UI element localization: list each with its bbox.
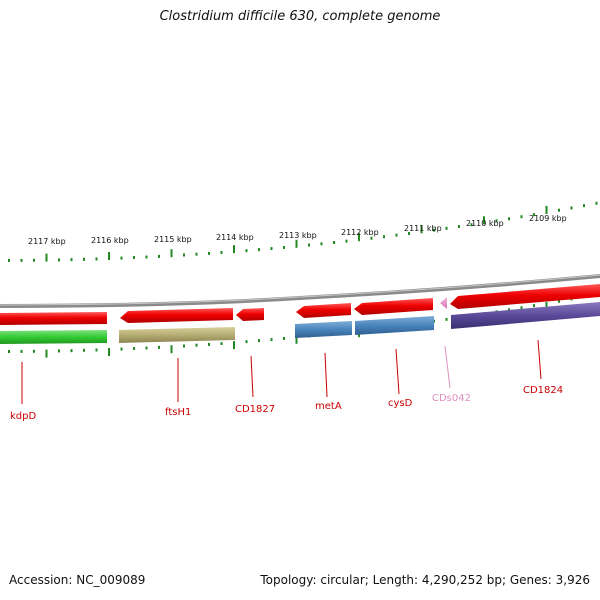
scale-label-2116: 2116 kbp — [91, 236, 129, 245]
gene-label-cd1827[interactable]: CD1827 — [235, 404, 275, 415]
cds042-leader — [444, 345, 451, 389]
cds-arrow[interactable] — [450, 284, 600, 309]
scale-label-2109: 2109 kbp — [529, 214, 567, 223]
cds-forward-strand — [0, 284, 600, 325]
cds-reverse-strand — [0, 302, 600, 344]
accession-text: Accession: NC_009089 — [9, 573, 146, 587]
map-title: Clostridium difficile 630, complete geno… — [159, 9, 441, 24]
cds-arrow[interactable] — [354, 298, 433, 315]
cd1827-leader — [250, 355, 254, 398]
cd1824-gene[interactable] — [451, 302, 600, 329]
gene-label-cysd[interactable]: cysD — [388, 398, 413, 409]
scale-label-2114: 2114 kbp — [216, 233, 254, 242]
cds-arrow[interactable] — [236, 308, 264, 321]
outer-scale-ticks — [8, 201, 598, 262]
genome-summary-text: Topology: circular; Length: 4,290,252 bp… — [260, 573, 590, 587]
scale-label-2117: 2117 kbp — [28, 237, 66, 246]
scale-label-2112: 2112 kbp — [341, 228, 379, 237]
scale-label-2111: 2111 kbp — [404, 224, 442, 233]
cds-arrow[interactable] — [440, 297, 447, 309]
scale-label-2110: 2110 kbp — [466, 219, 504, 228]
kdpd-gene[interactable] — [0, 330, 107, 344]
gene-label-cds042[interactable]: CDs042 — [432, 393, 471, 404]
gene-label-meta[interactable]: metA — [315, 401, 342, 412]
scale-label-2115: 2115 kbp — [154, 235, 192, 244]
meta-gene[interactable] — [295, 321, 352, 338]
cds-arrow[interactable] — [296, 303, 351, 318]
scale-label-2113: 2113 kbp — [279, 231, 317, 240]
gene-label-cd1824[interactable]: CD1824 — [523, 385, 563, 396]
cds-arrow[interactable] — [0, 312, 107, 325]
gene-label-kdpd[interactable]: kdpD — [10, 411, 36, 422]
cds-arrow[interactable] — [120, 308, 233, 323]
ftsh1-gene[interactable] — [119, 327, 235, 343]
meta-leader — [324, 352, 328, 398]
cysd-gene[interactable] — [355, 316, 434, 335]
cd1824-leader — [537, 339, 542, 380]
cysd-leader — [395, 348, 400, 395]
gene-label-ftsh1[interactable]: ftsH1 — [165, 407, 191, 418]
genome-backbone — [0, 274, 600, 308]
